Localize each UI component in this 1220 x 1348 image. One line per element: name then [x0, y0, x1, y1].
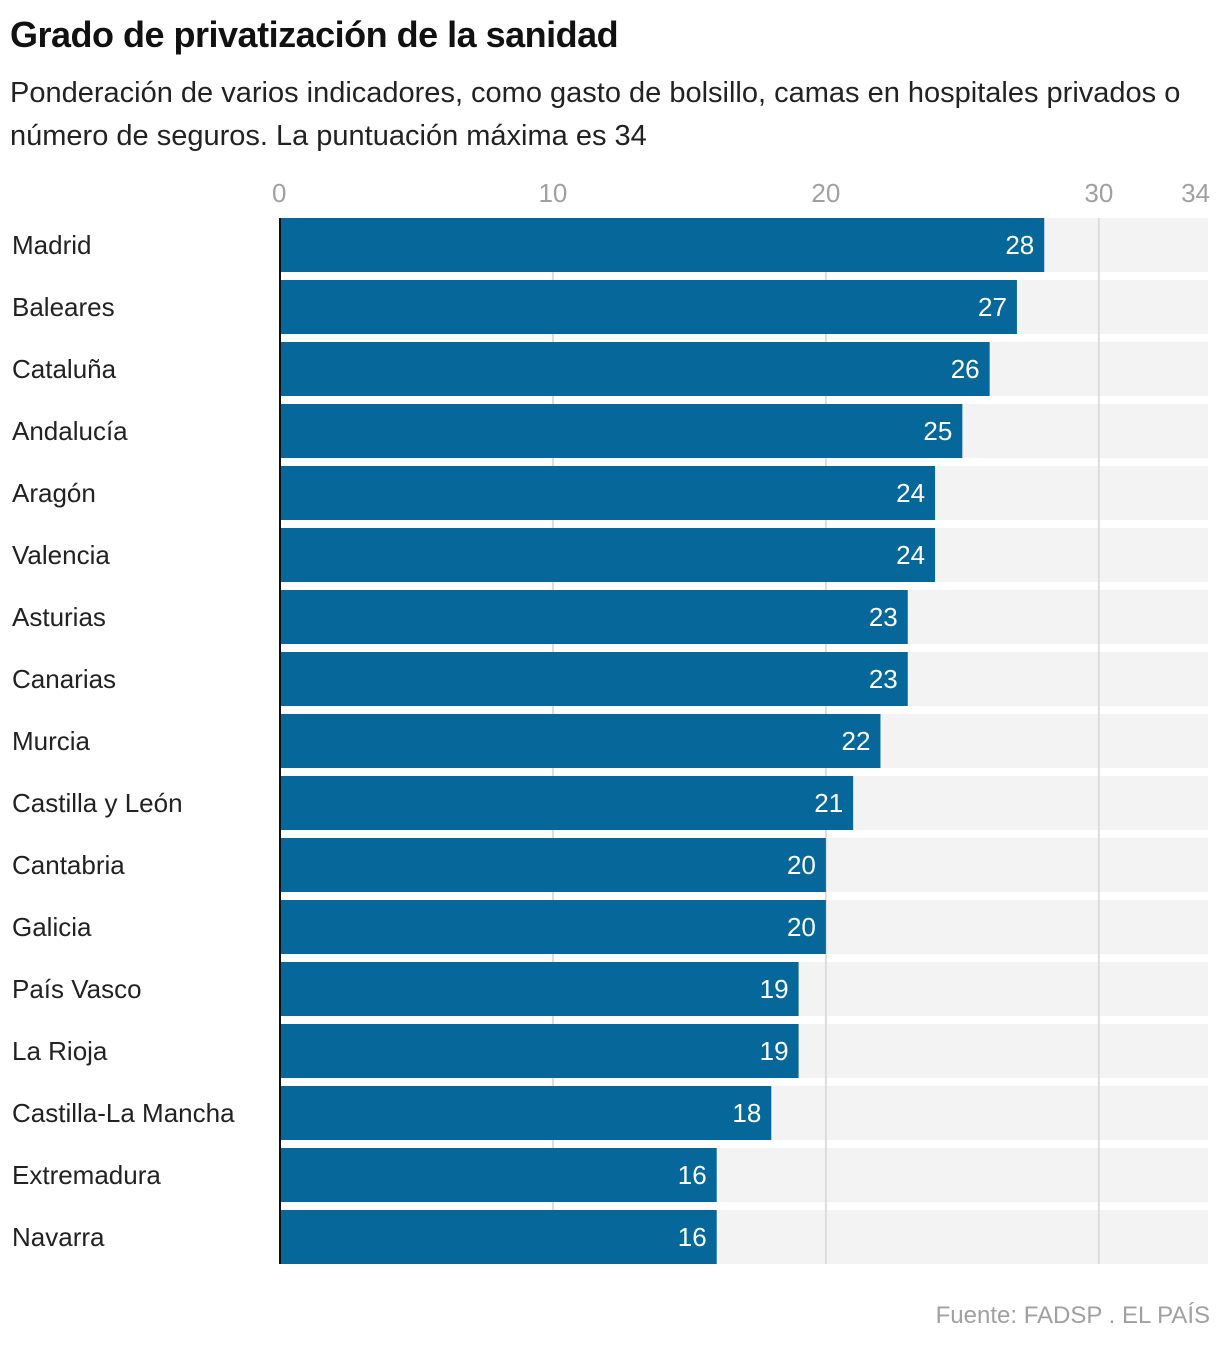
- bar: [280, 1148, 717, 1202]
- category-label: Murcia: [12, 726, 91, 756]
- data-label: 22: [842, 726, 871, 756]
- bar: [280, 466, 936, 520]
- category-label: Castilla y León: [12, 788, 183, 818]
- bar: [280, 714, 881, 768]
- category-label: La Rioja: [12, 1036, 108, 1066]
- data-label: 20: [787, 850, 816, 880]
- data-label: 23: [869, 664, 898, 694]
- data-label: 28: [1005, 230, 1034, 260]
- category-label: Castilla-La Mancha: [12, 1098, 235, 1128]
- bar: [280, 1024, 799, 1078]
- x-tick-label: 10: [538, 178, 567, 208]
- bar: [280, 838, 826, 892]
- bar: [280, 962, 799, 1016]
- category-label: Galicia: [12, 912, 92, 942]
- chart-title: Grado de privatización de la sanidad: [10, 14, 619, 55]
- bar: [280, 1210, 717, 1264]
- bar: [280, 900, 826, 954]
- bar: [280, 404, 963, 458]
- data-label: 21: [814, 788, 843, 818]
- category-label: Valencia: [12, 540, 110, 570]
- category-label: Extremadura: [12, 1160, 161, 1190]
- bar: [280, 280, 1017, 334]
- category-label: Canarias: [12, 664, 116, 694]
- data-label: 25: [923, 416, 952, 446]
- category-label: País Vasco: [12, 974, 142, 1004]
- x-tick-label: 34: [1181, 178, 1210, 208]
- data-label: 23: [869, 602, 898, 632]
- bar: [280, 776, 854, 830]
- data-label: 26: [951, 354, 980, 384]
- category-label: Aragón: [12, 478, 96, 508]
- data-label: 19: [760, 1036, 789, 1066]
- bar-chart: 0 10 20 30 34 28 Madrid 27 Baleares 26 Cataluña 25 A…: [12, 178, 1210, 1264]
- x-tick-label: 30: [1084, 178, 1113, 208]
- data-label: 18: [732, 1098, 761, 1128]
- category-label: Navarra: [12, 1222, 105, 1252]
- category-label: Andalucía: [12, 416, 128, 446]
- x-tick-label: 20: [811, 178, 840, 208]
- chart-subtitle: Ponderación de varios indicadores, como …: [10, 77, 1181, 152]
- category-label: Baleares: [12, 292, 115, 322]
- bar: [280, 1086, 772, 1140]
- bar: [280, 342, 990, 396]
- data-label: 24: [896, 540, 925, 570]
- bar: [280, 218, 1045, 272]
- data-label: 24: [896, 478, 925, 508]
- category-label: Madrid: [12, 230, 91, 260]
- category-label: Cataluña: [12, 354, 117, 384]
- data-label: 20: [787, 912, 816, 942]
- data-label: 16: [678, 1222, 707, 1252]
- bar: [280, 652, 908, 706]
- data-label: 19: [760, 974, 789, 1004]
- bar: [280, 590, 908, 644]
- data-label: 16: [678, 1160, 707, 1190]
- data-label: 27: [978, 292, 1007, 322]
- source-note: Fuente: FADSP . EL PAÍS: [935, 1302, 1210, 1329]
- category-label: Cantabria: [12, 850, 125, 880]
- x-tick-label: 0: [272, 178, 286, 208]
- bar: [280, 528, 936, 582]
- category-label: Asturias: [12, 602, 106, 632]
